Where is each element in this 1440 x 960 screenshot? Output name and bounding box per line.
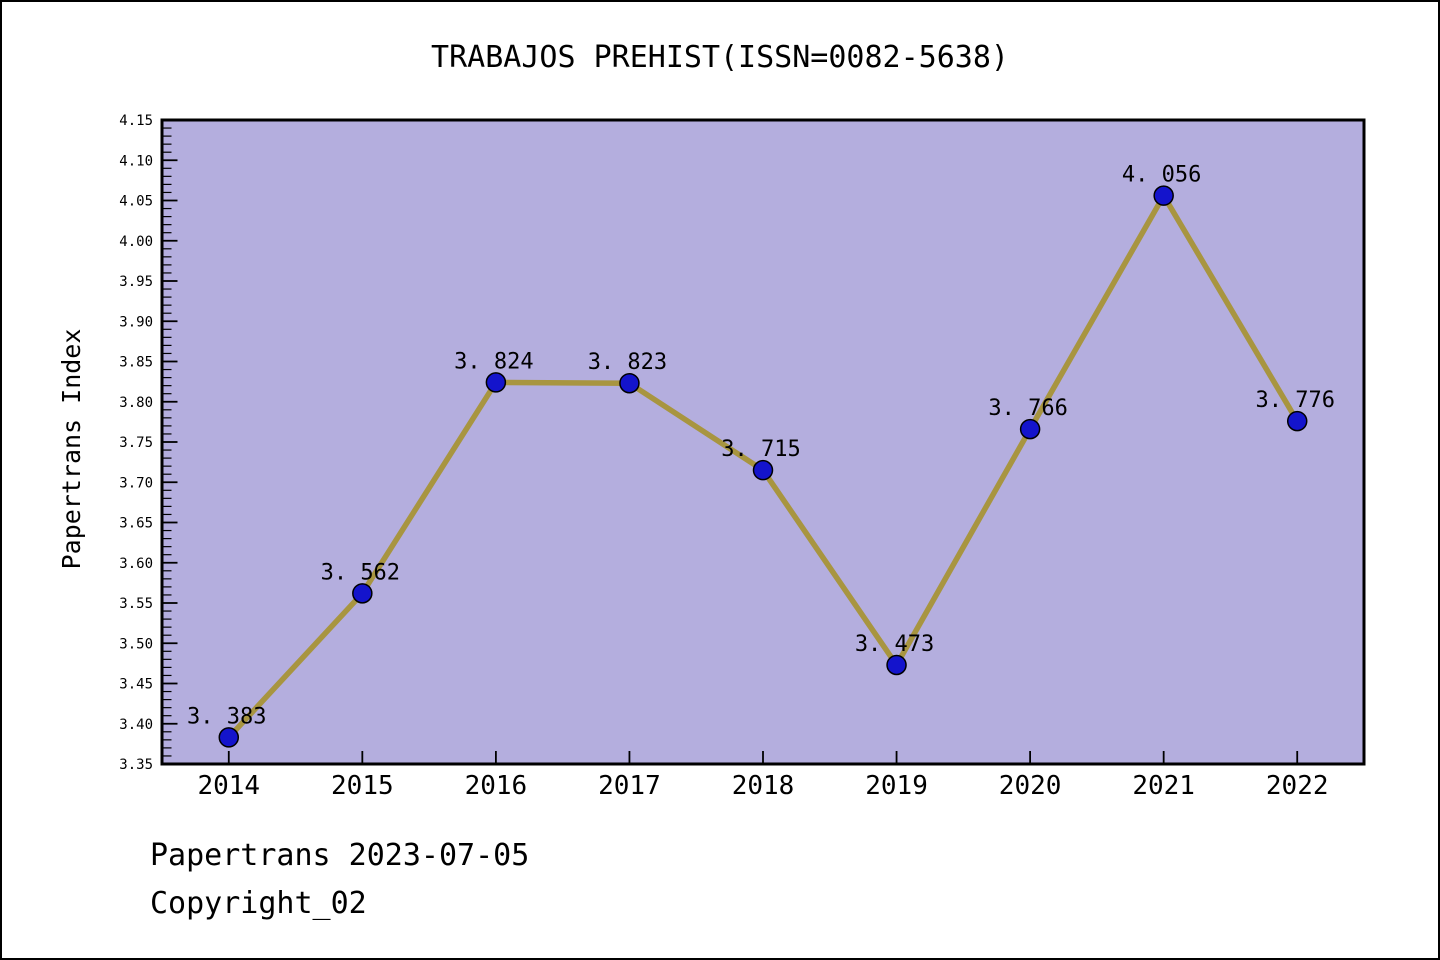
y-tick-label: 3.85 [119,355,153,371]
y-tick-label: 3.50 [119,636,153,652]
x-tick-label: 2018 [732,771,795,801]
data-point-label: 3. 823 [588,350,667,375]
data-point-label: 3. 776 [1255,388,1334,413]
data-point-label: 4. 056 [1122,163,1201,188]
data-point-label: 3. 766 [988,396,1067,421]
y-tick-label: 4.15 [119,113,153,129]
data-point [218,727,240,748]
x-tick-label: 2014 [197,771,260,801]
data-point [352,583,373,604]
data-point-label: 3. 715 [721,437,800,462]
data-point-label: 3. 562 [321,560,400,585]
footer-source-date: Papertrans 2023-07-05 [150,838,530,873]
x-tick-label: 2019 [865,771,928,801]
chart-title: TRABAJOS PREHIST(ISSN=0082-5638) [431,40,1009,75]
x-tick-label: 2016 [465,771,528,801]
data-point-label: 3. 473 [855,632,934,657]
y-axis-label: Papertrans Index [57,329,86,570]
x-tick-label: 2020 [999,771,1062,801]
data-point-label: 3. 824 [454,349,533,374]
y-tick-label: 3.95 [119,274,153,290]
data-point [1153,185,1174,206]
y-tick-label: 3.60 [119,556,153,572]
x-tick-label: 2015 [331,771,394,801]
data-point [485,372,507,393]
x-tick-label: 2021 [1132,771,1195,801]
y-tick-label: 3.90 [119,314,153,330]
y-tick-label: 4.00 [119,234,153,250]
footer-copyright: Copyright_02 [150,886,367,921]
data-point [1286,410,1308,432]
y-tick-label: 3.65 [119,516,153,532]
y-tick-label: 4.10 [119,153,153,169]
y-tick-label: 3.80 [119,395,153,411]
data-point [619,372,640,394]
x-tick-label: 2022 [1266,771,1329,801]
y-tick-label: 3.35 [119,757,153,773]
plot-area [160,118,1366,766]
data-point [886,654,907,676]
y-tick-label: 3.70 [119,475,153,491]
y-tick-label: 3.40 [119,717,153,733]
y-tick-label: 4.05 [119,194,153,210]
y-tick-label: 3.75 [119,435,153,451]
y-tick-label: 3.45 [119,677,153,693]
y-tick-label: 3.55 [119,596,153,612]
data-point [1019,418,1041,440]
data-point [752,459,774,481]
x-tick-label: 2017 [598,771,661,801]
data-point-label: 3. 383 [187,704,266,729]
plot-area-group: 3.35 3.40 3.45 3.50 3.55 3.60 3.65 3.70 3.75 3.80… [119,113,1366,801]
